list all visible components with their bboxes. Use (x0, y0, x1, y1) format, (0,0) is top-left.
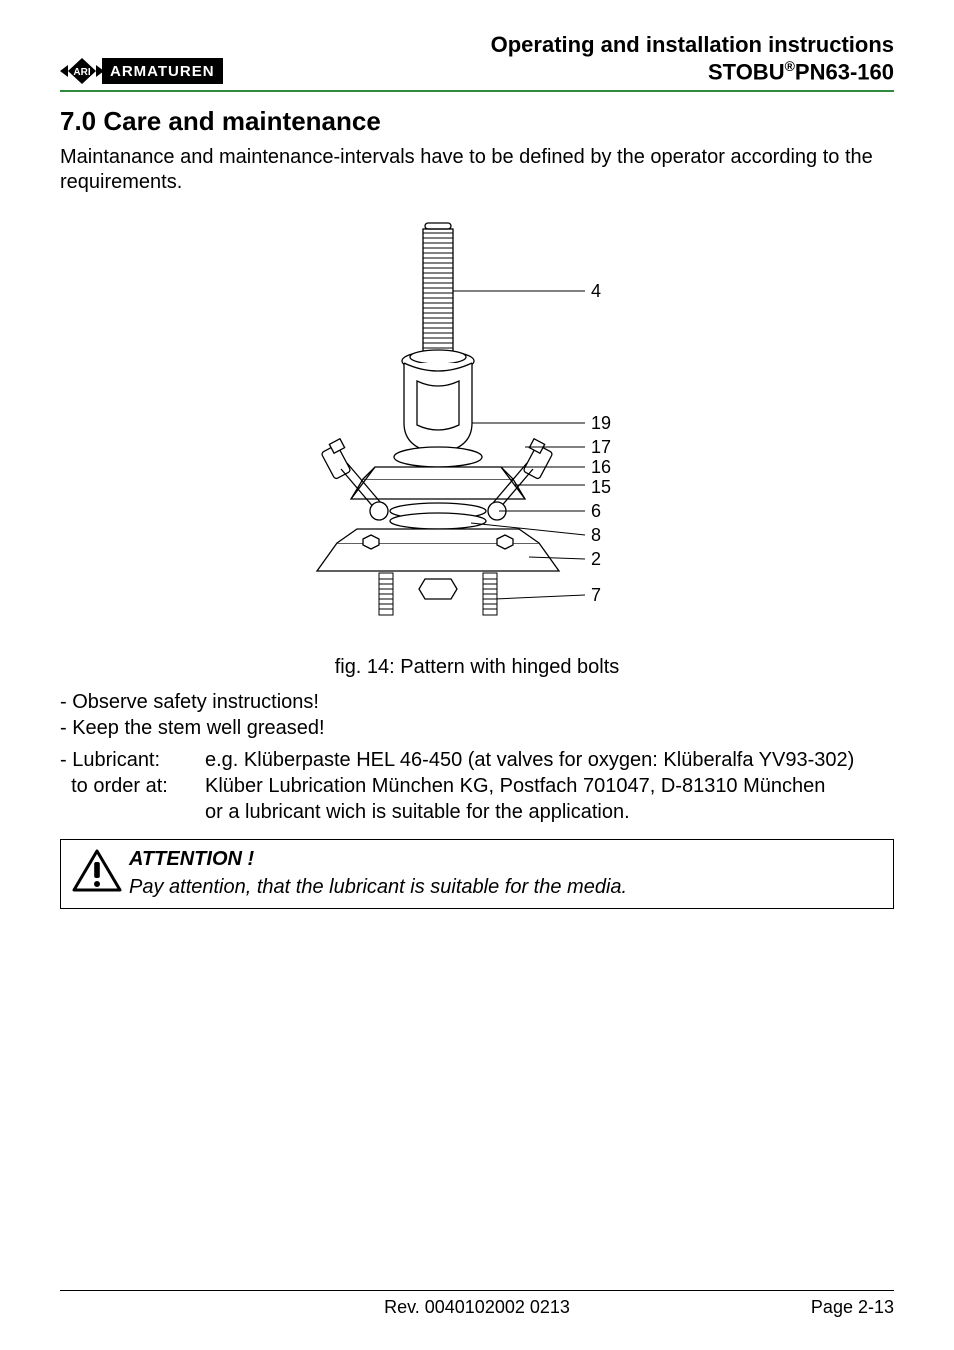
note-observe-safety: - Observe safety instructions! (60, 689, 894, 715)
callout-4: 4 (591, 281, 601, 301)
attention-text: ATTENTION ! Pay attention, that the lubr… (129, 846, 883, 900)
order-value-2: or a lubricant wich is suitable for the … (205, 799, 894, 825)
footer-rule (60, 1290, 894, 1291)
callout-19: 19 (591, 413, 611, 433)
warning-triangle-icon (71, 846, 129, 899)
figure-caption: fig. 14: Pattern with hinged bolts (60, 656, 894, 679)
title-line-1: Operating and installation instructions (491, 32, 894, 58)
order-row-1: to order at: Klüber Lubrication München … (60, 773, 894, 799)
figure-14: 4 19 17 16 15 6 8 2 7 fig. 14: Pattern w… (60, 211, 894, 679)
title-line-2: STOBU®PN63-160 (491, 58, 894, 86)
lubricant-label: - Lubricant: (60, 747, 205, 773)
page-footer: Rev. 0040102002 0213 Page 2-13 (60, 1290, 894, 1318)
valve-diagram-icon: 4 19 17 16 15 6 8 2 7 (267, 211, 687, 641)
attention-box: ATTENTION ! Pay attention, that the lubr… (60, 839, 894, 909)
lubricant-value: e.g. Klüberpaste HEL 46-450 (at valves f… (205, 747, 894, 773)
order-label: to order at: (60, 773, 205, 799)
page-header: ARI ARMATUREN Operating and installation… (60, 32, 894, 86)
callout-7: 7 (591, 585, 601, 605)
callout-15: 15 (591, 477, 611, 497)
section-heading: 7.0 Care and maintenance (60, 106, 894, 137)
section-intro: Maintanance and maintenance-intervals ha… (60, 145, 894, 195)
order-row-2: or a lubricant wich is suitable for the … (60, 799, 894, 825)
header-rule (60, 90, 894, 92)
footer-left-spacer (60, 1297, 180, 1318)
document-title: Operating and installation instructions … (491, 32, 894, 86)
brand-logo: ARI ARMATUREN (60, 56, 223, 86)
callout-8: 8 (591, 525, 601, 545)
logo-text: ARMATUREN (102, 58, 223, 84)
attention-body: Pay attention, that the lubricant is sui… (129, 874, 883, 900)
lubricant-row: - Lubricant: e.g. Klüberpaste HEL 46-450… (60, 747, 894, 773)
note-keep-greased: - Keep the stem well greased! (60, 715, 894, 741)
footer-row: Rev. 0040102002 0213 Page 2-13 (60, 1297, 894, 1318)
notes-list: - Observe safety instructions! - Keep th… (60, 689, 894, 741)
footer-page: Page 2-13 (774, 1297, 894, 1318)
attention-head: ATTENTION ! (129, 846, 883, 872)
order-label-blank (60, 799, 205, 825)
footer-revision: Rev. 0040102002 0213 (180, 1297, 774, 1318)
callout-17: 17 (591, 437, 611, 457)
order-value-1: Klüber Lubrication München KG, Postfach … (205, 773, 894, 799)
logo-diamond-icon: ARI (60, 56, 104, 86)
callout-16: 16 (591, 457, 611, 477)
stem-thread (423, 223, 453, 351)
callout-6: 6 (591, 501, 601, 521)
callout-2: 2 (591, 549, 601, 569)
svg-text:ARI: ARI (73, 67, 90, 78)
